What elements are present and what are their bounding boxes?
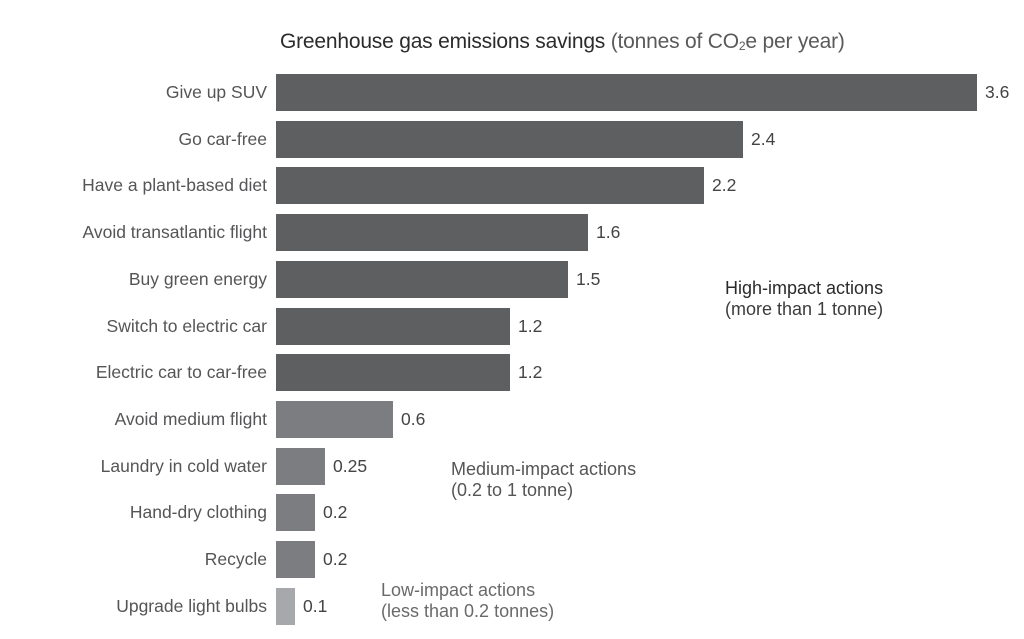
value-label: 1.6 — [596, 222, 621, 242]
value-label: 1.5 — [576, 269, 601, 289]
chart-title-unit: (tonnes of CO2e per year) — [610, 30, 845, 53]
bar-medium-impact — [276, 448, 325, 485]
bar-high-impact — [276, 167, 704, 204]
annotation-low-impact: Low-impact actions (less than 0.2 tonnes… — [381, 580, 555, 621]
category-label: Give up SUV — [165, 82, 267, 102]
category-label: Hand-dry clothing — [129, 502, 267, 522]
bar-high-impact — [276, 308, 510, 345]
chart-title-main: Greenhouse gas emissions savings — [280, 30, 606, 53]
category-label: Buy green energy — [128, 269, 267, 289]
bar-medium-impact — [276, 401, 393, 438]
category-label: Upgrade light bulbs — [116, 596, 267, 616]
bar-low-impact — [276, 588, 295, 625]
value-label: 0.6 — [401, 409, 426, 429]
value-label: 0.25 — [333, 456, 368, 476]
annotation-high-impact: High-impact actions (more than 1 tonne) — [725, 278, 884, 319]
category-label: Switch to electric car — [106, 316, 267, 336]
value-label: 3.6 — [985, 82, 1010, 102]
value-label: 1.2 — [518, 316, 543, 336]
category-label: Electric car to car-free — [95, 362, 267, 382]
category-label: Laundry in cold water — [100, 456, 267, 476]
value-label: 1.2 — [518, 362, 543, 382]
category-label: Avoid transatlantic flight — [82, 222, 267, 242]
bar-high-impact — [276, 214, 588, 251]
bar-high-impact — [276, 74, 977, 111]
value-label: 2.2 — [712, 175, 737, 195]
value-label: 2.4 — [751, 129, 776, 149]
chart-title: Greenhouse gas emissions savings (tonnes… — [280, 30, 845, 54]
category-label: Avoid medium flight — [114, 409, 267, 429]
bar-high-impact — [276, 354, 510, 391]
value-label: 0.2 — [323, 549, 348, 569]
bar-medium-impact — [276, 541, 315, 578]
value-label: 0.2 — [323, 502, 348, 522]
category-label: Recycle — [204, 549, 267, 569]
category-label: Go car-free — [178, 129, 268, 149]
annotation-medium-impact: Medium-impact actions (0.2 to 1 tonne) — [451, 459, 637, 500]
value-label: 0.1 — [303, 596, 328, 616]
bar-high-impact — [276, 261, 568, 298]
bar-medium-impact — [276, 494, 315, 531]
bar-high-impact — [276, 121, 743, 158]
category-label: Have a plant-based diet — [82, 175, 267, 195]
